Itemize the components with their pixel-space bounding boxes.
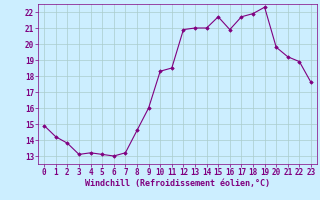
X-axis label: Windchill (Refroidissement éolien,°C): Windchill (Refroidissement éolien,°C)	[85, 179, 270, 188]
